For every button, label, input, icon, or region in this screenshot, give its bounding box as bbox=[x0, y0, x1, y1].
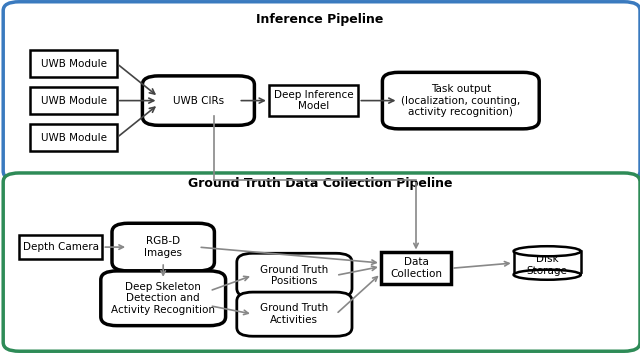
Text: Ground Truth
Positions: Ground Truth Positions bbox=[260, 264, 328, 286]
FancyBboxPatch shape bbox=[237, 253, 352, 297]
Bar bbox=[31, 50, 117, 77]
Text: UWB Module: UWB Module bbox=[40, 133, 107, 143]
Bar bbox=[31, 87, 117, 114]
Text: UWB CIRs: UWB CIRs bbox=[173, 96, 224, 106]
Text: Data
Collection: Data Collection bbox=[390, 257, 442, 279]
FancyBboxPatch shape bbox=[143, 76, 254, 125]
Text: Disk
Storage: Disk Storage bbox=[527, 254, 568, 276]
Text: Deep Inference
Model: Deep Inference Model bbox=[274, 90, 353, 112]
Bar bbox=[19, 235, 102, 259]
Text: Task output
(localization, counting,
activity recognition): Task output (localization, counting, act… bbox=[401, 84, 520, 117]
Text: UWB Module: UWB Module bbox=[40, 59, 107, 68]
Text: Deep Skeleton
Detection and
Activity Recognition: Deep Skeleton Detection and Activity Rec… bbox=[111, 282, 215, 315]
Bar bbox=[269, 85, 358, 116]
FancyBboxPatch shape bbox=[112, 223, 214, 271]
Ellipse shape bbox=[514, 246, 581, 256]
Text: Depth Camera: Depth Camera bbox=[23, 242, 99, 252]
Text: Inference Pipeline: Inference Pipeline bbox=[256, 13, 384, 26]
FancyBboxPatch shape bbox=[237, 292, 352, 336]
FancyBboxPatch shape bbox=[383, 72, 539, 129]
FancyBboxPatch shape bbox=[3, 2, 640, 180]
Ellipse shape bbox=[514, 270, 581, 280]
Text: RGB-D
Images: RGB-D Images bbox=[144, 236, 182, 258]
Text: UWB Module: UWB Module bbox=[40, 96, 107, 106]
Bar bbox=[514, 251, 581, 275]
Bar bbox=[381, 252, 451, 284]
Text: Ground Truth
Activities: Ground Truth Activities bbox=[260, 303, 328, 325]
FancyBboxPatch shape bbox=[101, 271, 226, 325]
Text: Ground Truth Data Collection Pipeline: Ground Truth Data Collection Pipeline bbox=[188, 177, 452, 190]
FancyBboxPatch shape bbox=[3, 173, 640, 351]
Bar bbox=[31, 125, 117, 151]
